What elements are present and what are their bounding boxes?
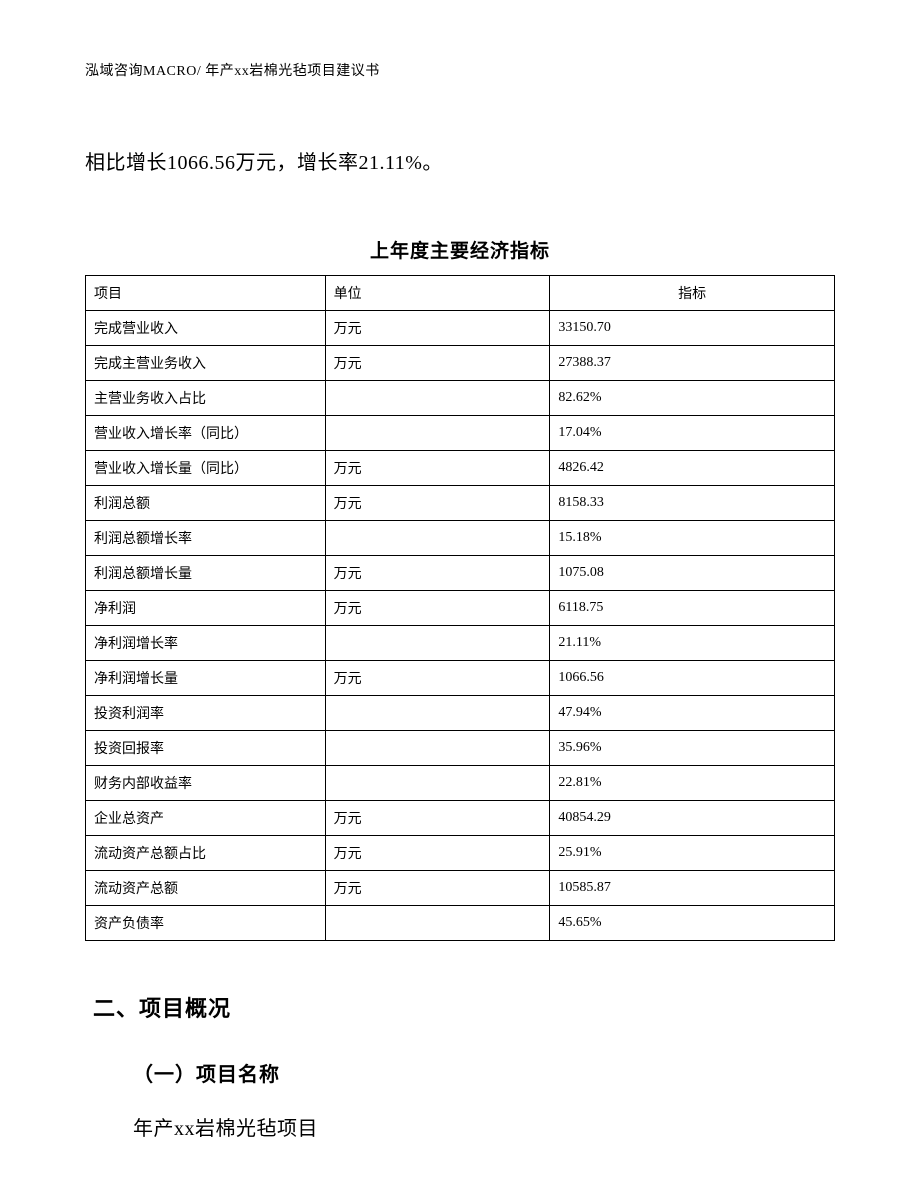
table-row: 资产负债率 45.65% [86,906,835,941]
table-row: 投资利润率 47.94% [86,696,835,731]
table-cell-item: 流动资产总额占比 [86,836,326,871]
table-cell-unit [325,906,550,941]
table-cell-item: 财务内部收益率 [86,766,326,801]
table-row: 营业收入增长率（同比） 17.04% [86,416,835,451]
table-cell-value: 21.11% [550,626,835,661]
paragraph-text: 相比增长1066.56万元，增长率21.11%。 [85,145,835,181]
subsection-heading: （一）项目名称 [85,1058,835,1087]
table-cell-unit: 万元 [325,871,550,906]
table-cell-item: 营业收入增长量（同比） [86,451,326,486]
table-cell-value: 40854.29 [550,801,835,836]
economic-indicators-table: 项目 单位 指标 完成营业收入万元33150.70完成主营业务收入万元27388… [85,275,835,941]
table-cell-unit: 万元 [325,346,550,381]
section-heading: 二、项目概况 [85,991,835,1023]
table-row: 财务内部收益率 22.81% [86,766,835,801]
table-cell-unit [325,731,550,766]
table-cell-item: 利润总额增长率 [86,521,326,556]
table-row: 营业收入增长量（同比）万元4826.42 [86,451,835,486]
table-cell-value: 8158.33 [550,486,835,521]
table-cell-unit: 万元 [325,801,550,836]
table-cell-item: 投资回报率 [86,731,326,766]
table-cell-item: 利润总额增长量 [86,556,326,591]
table-cell-value: 1066.56 [550,661,835,696]
table-cell-unit [325,381,550,416]
table-cell-item: 完成营业收入 [86,311,326,346]
table-cell-item: 完成主营业务收入 [86,346,326,381]
table-row: 企业总资产万元40854.29 [86,801,835,836]
table-cell-item: 营业收入增长率（同比） [86,416,326,451]
table-cell-unit: 万元 [325,556,550,591]
table-cell-item: 净利润增长率 [86,626,326,661]
table-cell-unit [325,626,550,661]
table-cell-unit: 万元 [325,486,550,521]
table-row: 完成营业收入万元33150.70 [86,311,835,346]
table-cell-value: 15.18% [550,521,835,556]
table-cell-unit: 万元 [325,451,550,486]
table-cell-item: 主营业务收入占比 [86,381,326,416]
table-cell-value: 47.94% [550,696,835,731]
table-cell-value: 4826.42 [550,451,835,486]
table-cell-value: 27388.37 [550,346,835,381]
table-header-row: 项目 单位 指标 [86,276,835,311]
table-row: 流动资产总额占比万元25.91% [86,836,835,871]
table-cell-unit: 万元 [325,836,550,871]
table-cell-unit: 万元 [325,661,550,696]
table-header-item: 项目 [86,276,326,311]
project-name-text: 年产xx岩棉光毡项目 [85,1112,835,1141]
table-cell-unit [325,766,550,801]
table-row: 利润总额增长率 15.18% [86,521,835,556]
table-row: 净利润增长率 21.11% [86,626,835,661]
table-cell-value: 82.62% [550,381,835,416]
table-header-indicator: 指标 [550,276,835,311]
table-cell-item: 利润总额 [86,486,326,521]
table-cell-item: 企业总资产 [86,801,326,836]
table-row: 利润总额万元8158.33 [86,486,835,521]
table-row: 完成主营业务收入万元27388.37 [86,346,835,381]
table-cell-unit [325,521,550,556]
table-cell-value: 35.96% [550,731,835,766]
table-cell-item: 投资利润率 [86,696,326,731]
page-header: 泓域咨询MACRO/ 年产xx岩棉光毡项目建议书 [85,60,835,80]
table-cell-value: 25.91% [550,836,835,871]
table-row: 净利润增长量万元1066.56 [86,661,835,696]
table-cell-item: 资产负债率 [86,906,326,941]
table-row: 投资回报率 35.96% [86,731,835,766]
table-cell-value: 33150.70 [550,311,835,346]
table-row: 利润总额增长量万元1075.08 [86,556,835,591]
table-row: 主营业务收入占比 82.62% [86,381,835,416]
table-cell-item: 净利润增长量 [86,661,326,696]
table-cell-unit [325,416,550,451]
table-header-unit: 单位 [325,276,550,311]
table-cell-value: 6118.75 [550,591,835,626]
table-cell-value: 10585.87 [550,871,835,906]
table-cell-unit [325,696,550,731]
table-cell-unit: 万元 [325,311,550,346]
table-cell-value: 17.04% [550,416,835,451]
table-cell-value: 22.81% [550,766,835,801]
table-row: 流动资产总额万元10585.87 [86,871,835,906]
table-row: 净利润万元6118.75 [86,591,835,626]
table-cell-item: 流动资产总额 [86,871,326,906]
table-cell-value: 1075.08 [550,556,835,591]
table-title: 上年度主要经济指标 [85,236,835,263]
table-cell-item: 净利润 [86,591,326,626]
table-cell-unit: 万元 [325,591,550,626]
table-cell-value: 45.65% [550,906,835,941]
